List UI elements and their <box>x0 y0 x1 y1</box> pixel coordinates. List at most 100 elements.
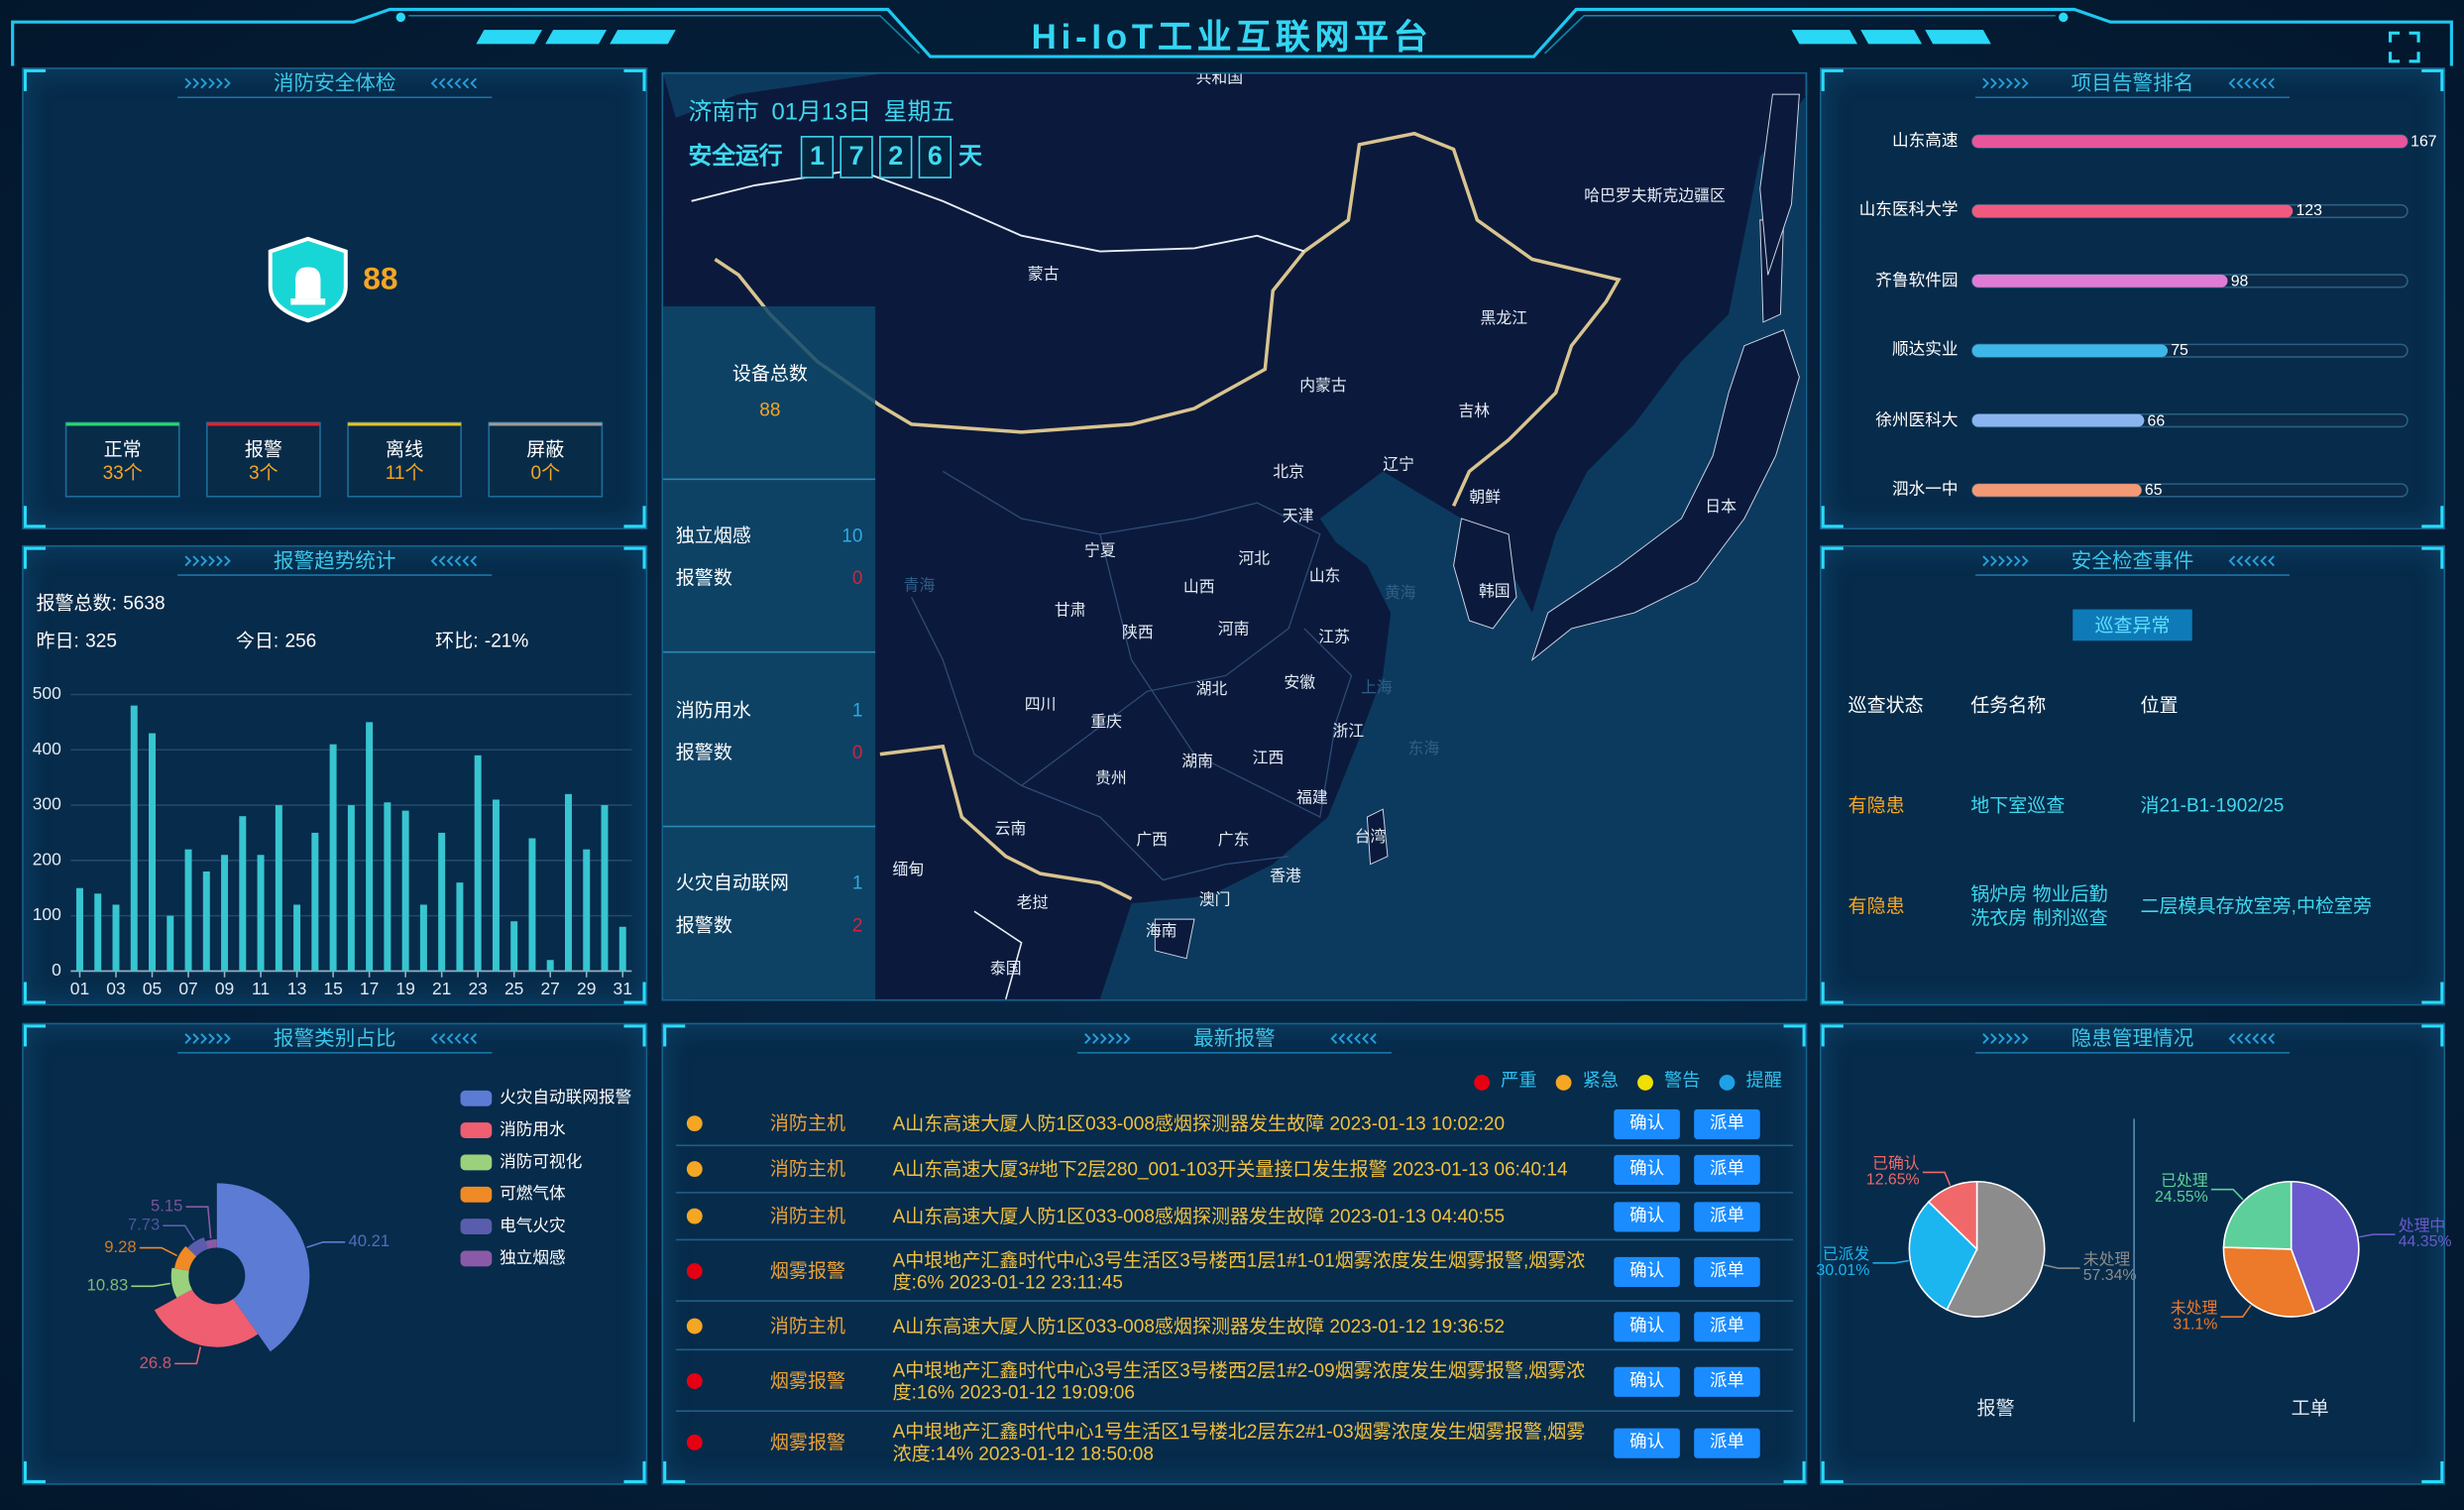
chevron <box>430 77 438 89</box>
title-deco <box>184 555 478 567</box>
chevron <box>192 1033 200 1044</box>
map-label: 泰国 <box>990 960 1022 978</box>
bar <box>1971 204 2294 218</box>
action-button[interactable]: 派单 <box>1694 1256 1760 1287</box>
chevron <box>462 555 470 567</box>
digit-box <box>918 136 952 178</box>
action-button[interactable]: 确认 <box>1614 1427 1680 1457</box>
stat-value: 325 <box>85 630 117 652</box>
bar <box>1971 344 2169 358</box>
chevron <box>2244 1033 2252 1044</box>
alarm-type: 消防主机 <box>769 1205 846 1227</box>
chevron <box>2013 1033 2021 1044</box>
chevron <box>446 555 454 567</box>
map-label: 江西 <box>1253 750 1285 767</box>
map-label: 澳门 <box>1199 890 1231 908</box>
y-tick-label: 500 <box>33 683 61 703</box>
action-button[interactable]: 派单 <box>1694 1427 1760 1457</box>
action-button[interactable]: 确认 <box>1614 1256 1680 1287</box>
bar <box>149 733 157 972</box>
y-tick-label: 200 <box>33 849 61 869</box>
panel <box>1820 544 2446 1006</box>
bar <box>130 705 138 972</box>
bar <box>311 832 319 972</box>
action-button[interactable]: 确认 <box>1614 1154 1680 1185</box>
map-label: 河南 <box>1218 621 1250 639</box>
action-button[interactable]: 派单 <box>1694 1311 1760 1341</box>
x-tick-label: 03 <box>106 979 125 998</box>
title-deco <box>1982 1033 2275 1044</box>
stat: 昨日: 325 <box>36 630 116 652</box>
action-button[interactable]: 派单 <box>1694 1365 1760 1397</box>
legend-swatch <box>460 1154 493 1171</box>
x-tick-label: 25 <box>504 979 523 998</box>
pie-title: 工单 <box>2292 1398 2329 1420</box>
chevron <box>1115 1033 1123 1044</box>
level-dot <box>686 1373 703 1389</box>
alarm-count: 2 <box>851 914 863 937</box>
safe-unit: 天 <box>958 143 982 171</box>
map-label: 共和国 <box>1196 68 1244 86</box>
slice <box>1946 1180 2046 1318</box>
alarm-type: 消防主机 <box>769 1315 846 1337</box>
map-label: 黄海 <box>1385 584 1416 602</box>
action-button[interactable]: 确认 <box>1614 1108 1680 1139</box>
map-label: 海南 <box>1146 922 1177 940</box>
date-line: 济南市 01月13日 星期五 <box>688 99 954 128</box>
action-button[interactable]: 派单 <box>1694 1154 1760 1185</box>
map-label: 湖北 <box>1196 680 1228 698</box>
action-button[interactable]: 确认 <box>1614 1201 1680 1231</box>
rank-name: 齐鲁软件园 <box>1875 271 1959 290</box>
bar <box>492 799 500 972</box>
action-button[interactable]: 派单 <box>1694 1108 1760 1139</box>
chevron <box>1354 1033 1361 1044</box>
level-dot <box>686 1263 703 1280</box>
chevron <box>1982 1033 1990 1044</box>
alarm-label: 报警数 <box>675 566 732 589</box>
bar <box>293 904 301 972</box>
bar <box>474 755 482 972</box>
map-label: 安徽 <box>1284 674 1315 692</box>
leader-line <box>1922 1171 1952 1186</box>
digit-box <box>800 136 835 178</box>
action-button[interactable]: 确认 <box>1614 1311 1680 1341</box>
inspect-button[interactable]: 巡查异常 <box>2072 609 2192 641</box>
map-label: 北京 <box>1273 463 1304 481</box>
map-label: 韩国 <box>1479 583 1511 601</box>
chevron <box>1990 1033 1997 1044</box>
fullscreen-icon[interactable] <box>2388 31 2420 63</box>
frame-line <box>11 7 2453 66</box>
title-deco <box>1982 77 2275 89</box>
rank-name: 山东医科大学 <box>1858 201 1959 221</box>
alarm-type: 消防主机 <box>769 1157 846 1180</box>
chevron <box>2228 1033 2236 1044</box>
cell: 地下室巡查 <box>1970 794 2066 817</box>
status-label: 报警 <box>244 437 282 461</box>
legend-swatch <box>460 1219 493 1235</box>
alarm-type: 消防主机 <box>769 1111 846 1134</box>
chevron <box>2021 1033 2029 1044</box>
x-tick-label: 05 <box>143 979 162 998</box>
status-box <box>206 421 321 498</box>
map-label: 香港 <box>1270 868 1301 885</box>
action-button[interactable]: 派单 <box>1694 1201 1760 1231</box>
bar <box>239 816 247 972</box>
action-button[interactable]: 确认 <box>1614 1365 1680 1397</box>
stat-value: 256 <box>284 630 317 652</box>
x-tick-label: 23 <box>468 979 487 998</box>
digit: 2 <box>888 141 904 172</box>
map-label: 甘肃 <box>1055 602 1086 620</box>
y-tick-label: 400 <box>33 739 61 758</box>
map-label: 四川 <box>1025 697 1057 714</box>
bar <box>167 915 174 972</box>
chevron <box>2228 555 2236 567</box>
cell: 消21-B1-1902/25 <box>2140 794 2285 817</box>
pie-title: 报警 <box>1977 1398 2015 1420</box>
dot <box>2059 12 2069 23</box>
stat-label: 报警总数: <box>36 592 117 615</box>
chevron <box>200 77 208 89</box>
alarm-icon <box>295 267 321 299</box>
bar <box>456 882 464 972</box>
legend-label: 提醒 <box>1745 1071 1782 1092</box>
